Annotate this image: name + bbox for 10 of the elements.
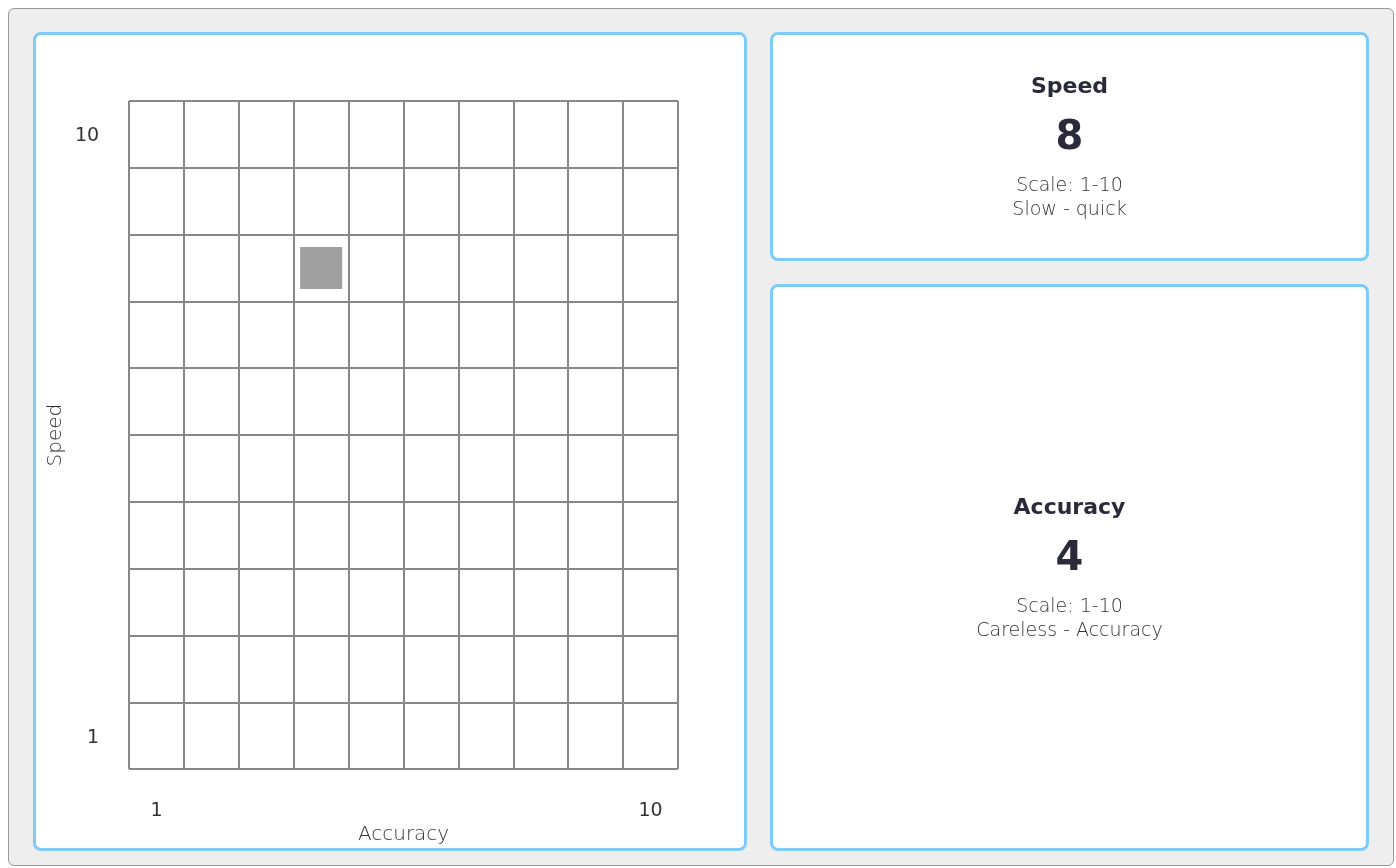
text: 4: [1055, 533, 1084, 579]
text: Accuracy: [1013, 494, 1126, 519]
text: Careless - Accuracy: [976, 617, 1163, 641]
text: Scale: 1-10: [1016, 593, 1123, 617]
text: Scale: 1-10: [1016, 172, 1123, 196]
text: Slow - quick: [1012, 196, 1127, 220]
text: 8: [1055, 112, 1084, 158]
y-axis-title: Speed: [42, 403, 66, 467]
x-axis-title: Accuracy: [357, 821, 450, 845]
text: Speed: [1030, 73, 1109, 98]
